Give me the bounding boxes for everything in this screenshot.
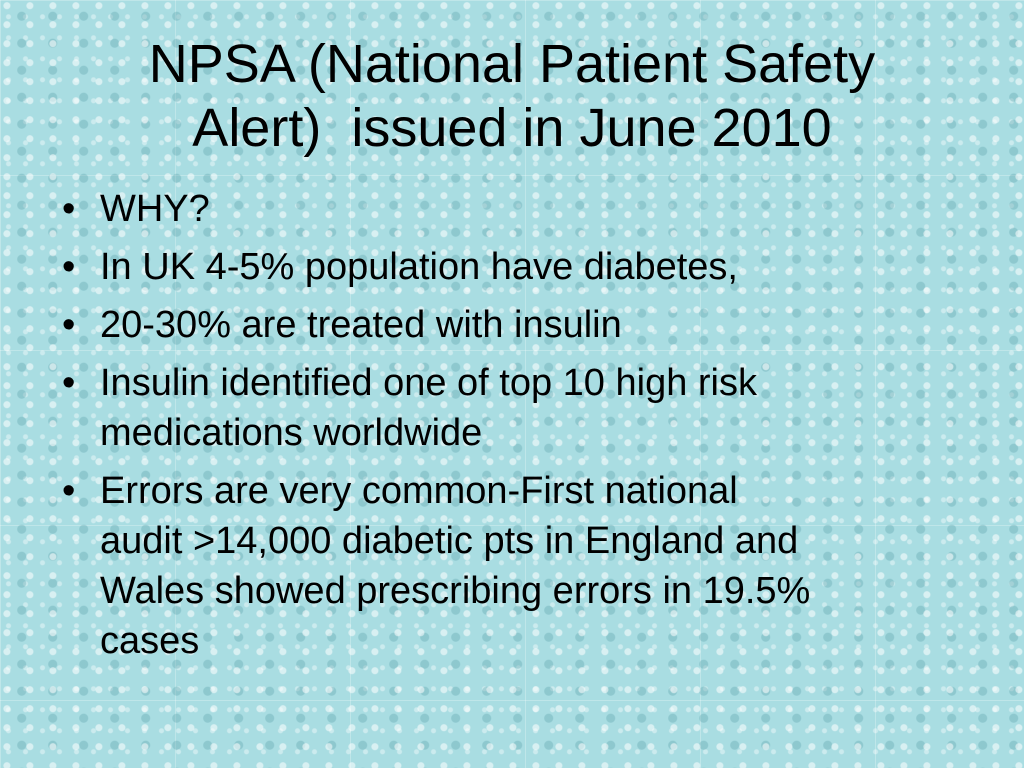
bullet-item: In UK 4-5% population have diabetes, [62,242,810,292]
title-line: NPSA (National Patient Safety [148,34,876,94]
bullet-line: WHY? [100,188,210,230]
bullet-item: Errors are very common-First national aud… [62,466,811,666]
bullet-line: Errors are very common-First national [100,470,738,512]
slide-title: NPSA (National Patient Safety Alert) issu… [0,32,1024,160]
bullet-line: medications worldwide [100,412,483,454]
bullet-line: cases [100,620,200,662]
bullet-item: Insulin identified one of top 10 high ri… [62,358,810,458]
bullet-line: Insulin identified one of top 10 high ri… [100,362,757,404]
bullet-line: In UK 4-5% population have diabetes, [100,246,738,288]
bullet-line: audit >14,000 diabetic pts in England an… [100,520,799,562]
bullet-line: Wales showed prescribing errors in 19.5% [100,570,811,612]
title-line: Alert) issued in June 2010 [192,98,832,158]
bullet-line: 20-30% are treated with insulin [100,304,622,346]
bullet-item: 20-30% are treated with insulin [62,300,810,350]
bullet-list: WHY? In UK 4-5% population have diabetes,… [62,184,811,674]
bullet-item: WHY? [62,184,810,234]
